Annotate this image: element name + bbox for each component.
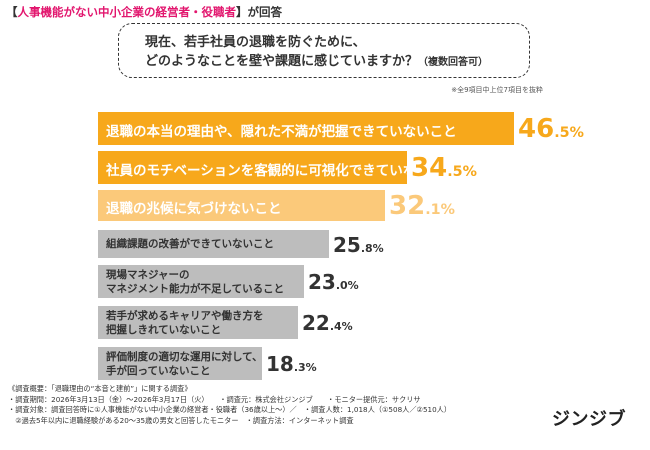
bar	[98, 112, 514, 145]
value-label: 22.4%	[302, 311, 353, 335]
question-line-2: どのようなことを壁や課題に感じていますか？（複数回答可）	[145, 54, 489, 69]
bar	[98, 306, 298, 339]
summary-line: ・調査期間：2026年3月13日（金）〜2026年3月17日（火） ・調査元：株…	[8, 394, 421, 404]
bar	[98, 347, 262, 380]
summary-line: ・調査対象：調査回答時に①人事機能がない中小企業の経営者・役職者（36歳以上〜）…	[8, 405, 452, 415]
target-highlight: 人事機能がない中小企業の経営者・役職者	[17, 5, 237, 19]
footnote: ※全9項目中上位7項目を抜粋	[451, 86, 543, 94]
survey-target-header: 【人事機能がない中小企業の経営者・役職者】が回答	[6, 5, 282, 19]
bar-label: 退職の兆候に気づけないこと	[106, 201, 282, 217]
value-label: 25.8%	[333, 233, 384, 257]
bar	[98, 265, 304, 298]
bar-label: 組織課題の改善ができていないこと	[106, 238, 274, 250]
bar-label: 評価制度の適切な運用に対して、 手が回っていないこと	[106, 351, 263, 377]
bar-label: 若手が求めるキャリアや働き方を 把握しきれていないこと	[106, 310, 264, 336]
bar-label: 社員のモチベーションを客観的に可視化できていないこと	[106, 163, 457, 179]
summary-line: 《調査概要：「退職理由の“本音と建前”」に関する調査》	[8, 384, 192, 393]
multiple-answer-note: （複数回答可）	[418, 57, 489, 68]
bar	[98, 230, 329, 258]
summary-line: ②過去5年以内に退職経験がある20〜35歳の男女と回答したモニター ・調査方法：…	[8, 415, 354, 425]
bar-label: 現場マネジャーの マネジメント能力が不足していること	[106, 269, 285, 295]
bar	[98, 190, 385, 221]
question-line-1: 現在、若手社員の退職を防ぐために、	[145, 35, 366, 50]
bar	[98, 151, 407, 184]
company-logo: ジンジブ	[552, 409, 626, 430]
value-label: 18.3%	[266, 352, 317, 376]
value-label: 32.1%	[389, 191, 455, 221]
bar-label: 退職の本当の理由や、隠れた不満が把握できていないこと	[106, 124, 457, 140]
question-box: 現在、若手社員の退職を防ぐために、 どのようなことを壁や課題に感じていますか？（…	[118, 23, 530, 78]
survey-summary: 《調査概要：「退職理由の“本音と建前”」に関する調査》 ・調査期間：2026年3…	[8, 384, 451, 426]
value-label: 46.5%	[518, 114, 584, 144]
value-label: 23.0%	[308, 270, 359, 294]
value-label: 34.5%	[411, 153, 477, 183]
